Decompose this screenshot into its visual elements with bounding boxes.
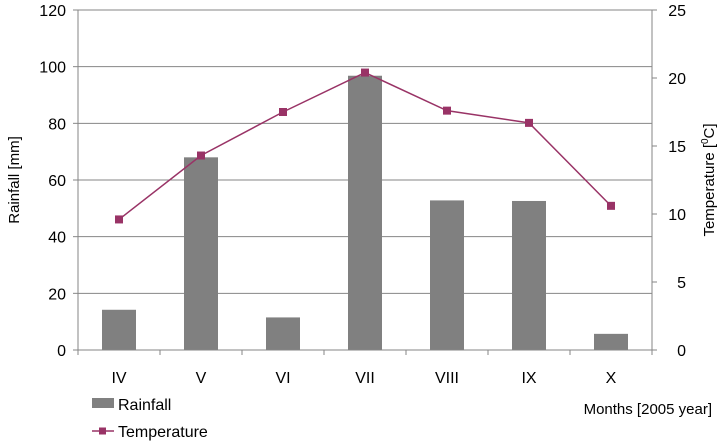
- rainfall-bar: [430, 200, 464, 350]
- y2-tick-label: 15: [668, 139, 686, 156]
- y2-tick-label: 20: [668, 71, 686, 88]
- y-axis-title: Rainfall [mm]: [6, 136, 23, 224]
- rainfall-bar: [512, 200, 546, 350]
- y2-tick-label: 0: [677, 343, 686, 360]
- temperature-point: [525, 118, 533, 127]
- x-tick-label: VIII: [435, 370, 459, 387]
- y2-axis-title-prefix: Temperature [: [701, 143, 718, 236]
- y2-tick-label: 10: [668, 207, 686, 224]
- rainfall-bar: [102, 309, 136, 350]
- axes: [73, 9, 657, 355]
- y-tick-label: 120: [39, 3, 66, 20]
- temperature-point: [197, 151, 205, 160]
- x-tick-label: IX: [521, 370, 536, 387]
- temperature-point: [115, 215, 123, 224]
- rainfall-bars: [102, 75, 628, 350]
- legend-swatch-rainfall: [92, 398, 114, 408]
- temperature-point: [279, 108, 287, 116]
- legend: Rainfall Temperature: [92, 397, 208, 441]
- y-tick-label: 100: [39, 60, 66, 77]
- rainfall-bar: [184, 157, 218, 350]
- rainfall-bar: [266, 317, 300, 350]
- y-tick-label: 0: [57, 343, 66, 360]
- legend-label-rainfall: Rainfall: [118, 397, 171, 414]
- temperature-point: [443, 106, 451, 115]
- y2-tick-label: 5: [677, 275, 686, 292]
- y2-axis-title-suffix: C]: [701, 123, 718, 138]
- legend-label-temperature: Temperature: [118, 424, 208, 441]
- temperature-point: [607, 201, 615, 210]
- legend-marker-temperature: [99, 427, 106, 435]
- temperature-point: [361, 68, 369, 77]
- y-tick-label: 60: [48, 173, 66, 190]
- y2-axis-title: Temperature [0C]: [700, 123, 718, 236]
- y2-tick-label: 25: [668, 3, 686, 20]
- rainfall-bar: [594, 333, 628, 350]
- temperature-line: [115, 68, 615, 224]
- x-tick-label: X: [606, 370, 617, 387]
- x-tick-label: IV: [111, 370, 126, 387]
- y-tick-label: 80: [48, 116, 66, 133]
- y-tick-label: 40: [48, 230, 66, 247]
- x-tick-label: VII: [355, 370, 375, 387]
- x-tick-label: VI: [275, 370, 290, 387]
- y2-axis-title-superscript: 0: [700, 138, 711, 144]
- tick-labels: 0 20 40 60 80 100 120 0 5 10 15 20 25 IV V VI VII VIII IX X: [39, 3, 686, 387]
- x-tick-label: V: [196, 370, 207, 387]
- rainfall-bar: [348, 75, 382, 350]
- x-axis-title: Months [2005 year]: [584, 401, 712, 418]
- y-tick-label: 20: [48, 286, 66, 303]
